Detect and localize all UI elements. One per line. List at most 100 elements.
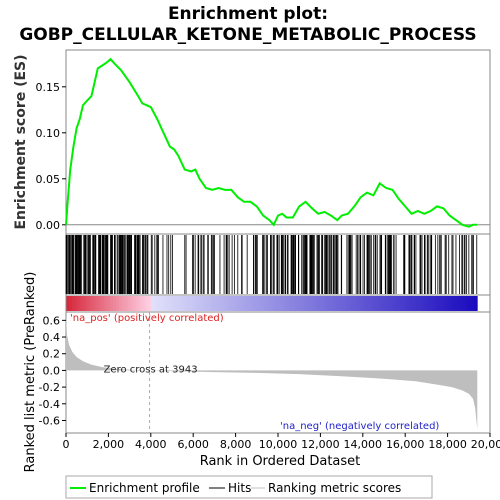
color-bar-segment (333, 296, 337, 311)
color-bar-segment (224, 296, 228, 311)
color-bar-segment (345, 296, 349, 311)
color-bar-segment (215, 296, 220, 311)
color-bar-segment (115, 296, 120, 311)
color-bar-segment (107, 296, 111, 311)
color-bar-segment (180, 296, 184, 311)
color-bar-segment (280, 296, 284, 311)
color-bar-segment (301, 296, 305, 311)
color-bar-segment (395, 296, 399, 311)
color-bar-segment (195, 296, 199, 311)
x-tick-label: 16,000 (386, 438, 425, 451)
color-bar-segment (306, 296, 311, 311)
color-bar-segment (415, 296, 419, 311)
color-bar-segment (239, 296, 243, 311)
rank-tick-label: -0.2 (39, 381, 60, 394)
legend-label-ranking-metric: Ranking metric scores (268, 481, 401, 495)
color-bar-segment (212, 296, 217, 311)
color-bar-segment (86, 296, 90, 311)
color-bar-segment (400, 296, 405, 311)
legend-box (65, 475, 433, 499)
color-bar-segment (368, 296, 372, 311)
es-panel (65, 49, 491, 235)
color-bar-segment (89, 296, 93, 311)
color-bar-segment (259, 296, 264, 311)
color-bar-segment (242, 296, 246, 311)
color-bar-segment (274, 296, 278, 311)
color-bar-segment (374, 296, 378, 311)
color-bar-segment (127, 296, 132, 311)
rank-tick-label: 0.6 (43, 314, 61, 327)
color-bar-segment (471, 296, 475, 311)
color-bar-segment (113, 296, 117, 311)
color-bar-segment (339, 296, 343, 311)
color-bar-segment (318, 296, 322, 311)
es-y-axis: 0.00 0.05 0.10 0.15 (36, 81, 66, 232)
color-bar-segment (68, 296, 73, 311)
color-bar-segment (271, 296, 275, 311)
rank-tick-label: -0.4 (39, 398, 60, 411)
color-bar-segment (327, 296, 331, 311)
x-tick-label: 14,000 (344, 438, 383, 451)
color-bar-segment (359, 296, 364, 311)
color-bar-segment (362, 296, 367, 311)
legend-label-enrichment-profile: Enrichment profile (89, 481, 200, 495)
color-bar-segment (436, 296, 440, 311)
color-bar-segment (121, 296, 126, 311)
color-bar-segment (262, 296, 267, 311)
color-bar-segment (377, 296, 381, 311)
color-bar-segment (186, 296, 190, 311)
legend-label-hits: Hits (228, 481, 251, 495)
color-bar-segment (309, 296, 314, 311)
color-bar-segment (218, 296, 223, 311)
color-bar-segment (353, 296, 358, 311)
color-bar-segment (324, 296, 328, 311)
color-bar-segment (380, 296, 384, 311)
color-bar-segment (168, 296, 173, 311)
es-tick-label: 0.05 (36, 173, 61, 186)
es-y-axis-label: Enrichment score (ES) (13, 54, 29, 229)
color-bar-segment (201, 296, 205, 311)
color-bar-segment (283, 296, 287, 311)
color-bar-segment (459, 296, 463, 311)
x-tick-label: 8,000 (220, 438, 252, 451)
es-tick-label: 0.15 (36, 81, 61, 94)
color-bar-segment (474, 296, 478, 311)
color-bar-segment (124, 296, 129, 311)
color-bar-segment (444, 296, 449, 311)
color-bar-segment (209, 296, 214, 311)
color-bar-segment (227, 296, 231, 311)
x-tick-label: 18,000 (428, 438, 467, 451)
color-bar-segment (118, 296, 123, 311)
color-bar-segment (295, 296, 299, 311)
color-bar-segment (207, 296, 211, 311)
color-bar-segment (162, 296, 167, 311)
color-bar-segment (95, 296, 99, 311)
color-bar-segment (439, 296, 443, 311)
zero-cross-label: Zero cross at 3943 (104, 364, 198, 375)
es-tick-label: 0.10 (36, 127, 61, 140)
color-bar-segment (403, 296, 408, 311)
color-bar-segment (312, 296, 317, 311)
color-bar-segment (412, 296, 416, 311)
color-bar-segment (277, 296, 281, 311)
color-bar-segment (104, 296, 108, 311)
color-bar-segment (101, 296, 105, 311)
color-bar-segment (433, 296, 437, 311)
x-axis-label: Rank in Ordered Dataset (200, 454, 361, 469)
color-bar-segment (80, 296, 85, 311)
color-bar-segment (456, 296, 461, 311)
color-bar-segment (315, 296, 320, 311)
neg-correlated-label: 'na_neg' (negatively correlated) (280, 421, 439, 432)
color-bar-segment (142, 296, 146, 311)
color-bar-segment (133, 296, 137, 311)
color-bar-segment (245, 296, 249, 311)
color-bar-segment (409, 296, 414, 311)
color-bar-segment (110, 296, 114, 311)
x-tick-label: 20,000 (471, 438, 500, 451)
color-bar-segment (465, 296, 469, 311)
x-tick-label: 2,000 (93, 438, 125, 451)
color-bar-segment (248, 296, 252, 311)
rank-y-axis-label: Ranked list metric (PreRanked) (23, 272, 38, 473)
rank-tick-label: 0.2 (43, 348, 61, 361)
